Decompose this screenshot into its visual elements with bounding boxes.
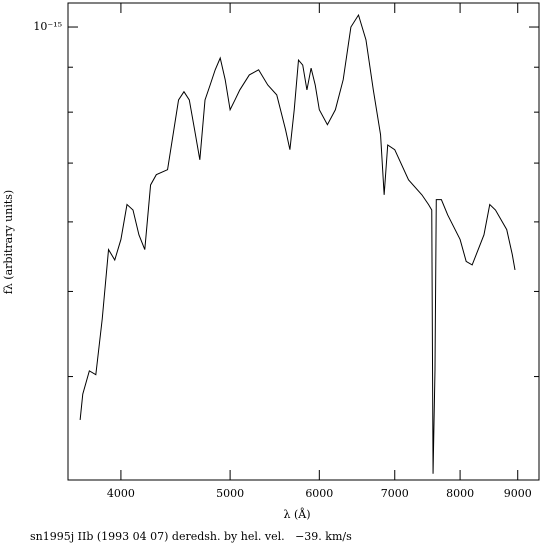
x-tick-label: 6000: [305, 487, 333, 500]
plot-frame: [67, 2, 540, 481]
x-axis-label: λ (Å): [284, 507, 311, 521]
x-tick-label: 7000: [381, 487, 409, 500]
x-tick-label: 9000: [504, 487, 532, 500]
caption: sn1995j IIb (1993 04 07) deredsh. by hel…: [30, 530, 352, 543]
x-tick-label: 4000: [107, 487, 135, 500]
y-axis-label: fλ (arbitrary units): [2, 190, 15, 294]
y-tick-label: 10⁻¹⁵: [33, 20, 62, 33]
x-tick-label: 8000: [446, 487, 474, 500]
x-tick-label: 5000: [216, 487, 244, 500]
spectrum-line: [79, 13, 516, 474]
